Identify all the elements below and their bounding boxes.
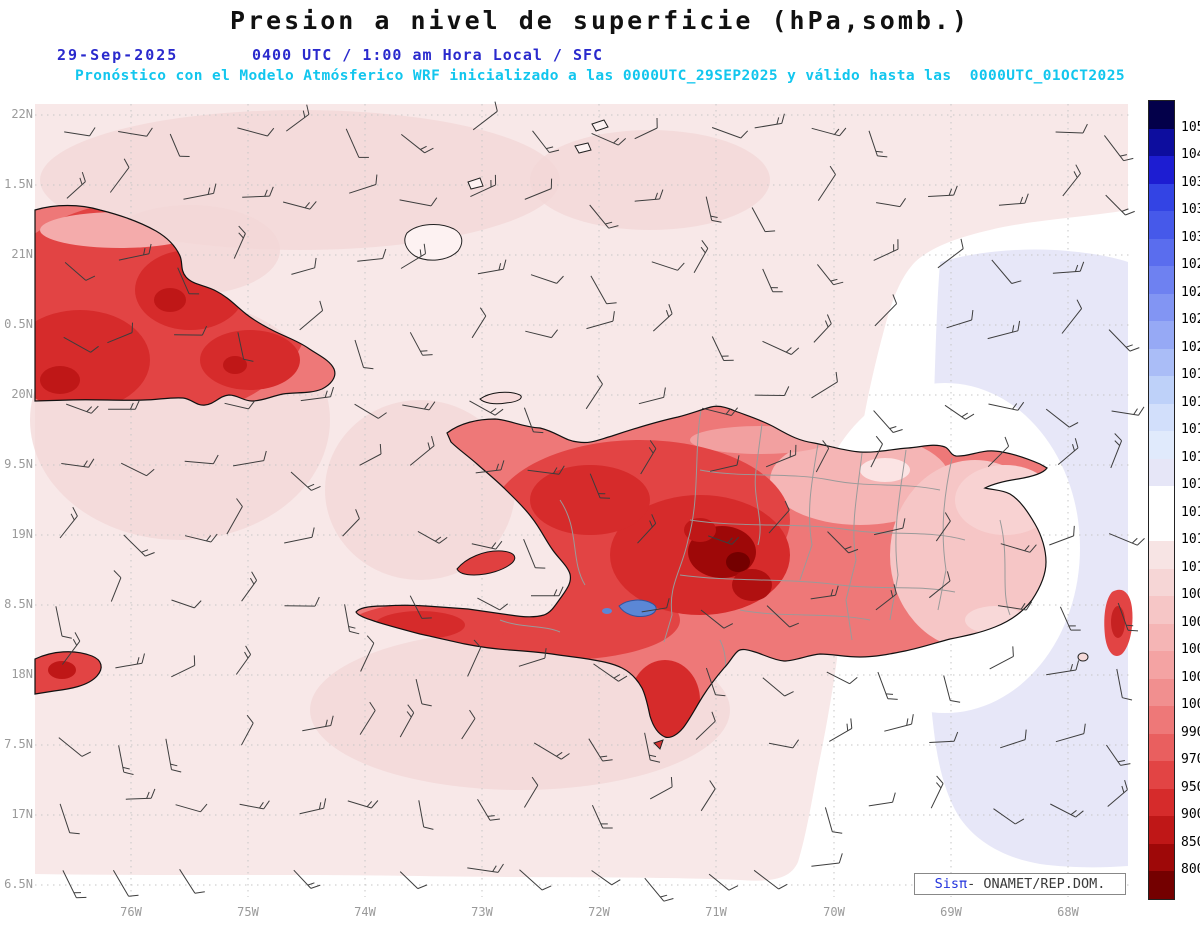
colorbar-segment bbox=[1149, 816, 1174, 844]
colorbar-segment bbox=[1149, 623, 1174, 652]
colorbar-tick-label: 1016 bbox=[1181, 449, 1200, 465]
colorbar-tick-label: 1030 bbox=[1181, 229, 1200, 245]
lat-tick-label: 22N bbox=[11, 107, 33, 121]
lon-tick-label: 73W bbox=[471, 905, 493, 919]
valid-time: 0400 UTC / 1:00 am Hora Local / SFC bbox=[252, 46, 604, 64]
colorbar-tick-label: 1018 bbox=[1181, 394, 1200, 410]
colorbar-tick-label: 1002 bbox=[1181, 669, 1200, 685]
colorbar-segment bbox=[1149, 651, 1174, 679]
colorbar-segment bbox=[1149, 678, 1174, 707]
colorbar-tick-label: 1020 bbox=[1181, 339, 1200, 355]
lat-tick-label: 8.5N bbox=[4, 597, 33, 611]
credit-org: - ONAMET/REP.DOM. bbox=[967, 876, 1106, 892]
colorbar-segment bbox=[1149, 183, 1174, 212]
lat-tick-label: 17N bbox=[11, 807, 33, 821]
colorbar-tick-label: 1035 bbox=[1181, 202, 1200, 218]
colorbar-segment bbox=[1149, 403, 1174, 432]
colorbar-tick-label: 1012 bbox=[1181, 532, 1200, 548]
colorbar-tick-label: 1028 bbox=[1181, 257, 1200, 273]
lon-tick-label: 70W bbox=[823, 905, 845, 919]
cuba-pressure-fill bbox=[35, 205, 335, 406]
colorbar-segment bbox=[1149, 321, 1174, 349]
lat-tick-label: 18N bbox=[11, 667, 33, 681]
lat-tick-label: 19N bbox=[11, 527, 33, 541]
wind-barbs-layer bbox=[55, 101, 1145, 902]
lon-tick-label: 74W bbox=[354, 905, 376, 919]
colorbar-tick-label: 1004 bbox=[1181, 642, 1200, 658]
lat-tick-label: 6.5N bbox=[4, 877, 33, 891]
lon-tick-label: 75W bbox=[237, 905, 259, 919]
colorbar-tick-label: 1017 bbox=[1181, 422, 1200, 438]
lon-tick-label: 76W bbox=[120, 905, 142, 919]
lat-tick-label: 9.5N bbox=[4, 457, 33, 471]
colorbar-segment bbox=[1149, 266, 1174, 294]
lon-tick-label: 71W bbox=[705, 905, 727, 919]
colorbar-segment bbox=[1149, 128, 1174, 157]
colorbar-segment bbox=[1149, 486, 1174, 514]
colorbar-segment bbox=[1149, 733, 1174, 762]
colorbar-segment bbox=[1149, 101, 1174, 129]
page-title: Presion a nivel de superficie (hPa,somb.… bbox=[229, 6, 971, 35]
colorbar-tick-label: 1050 bbox=[1181, 119, 1200, 135]
colorbar-segment bbox=[1149, 788, 1174, 817]
lat-tick-label: 1.5N bbox=[4, 177, 33, 191]
colorbar-tick-label: 900 bbox=[1181, 807, 1200, 823]
admin-boundaries bbox=[499, 409, 1011, 706]
colorbar-tick-label: 1040 bbox=[1181, 147, 1200, 163]
colorbar-segment bbox=[1149, 761, 1174, 789]
colorbar bbox=[1148, 100, 1175, 900]
colorbar-tick-label: 800 bbox=[1181, 862, 1200, 878]
hispaniola-pressure-fill bbox=[356, 406, 1047, 738]
colorbar-tick-label: 1019 bbox=[1181, 367, 1200, 383]
colorbar-tick-label: 990 bbox=[1181, 724, 1200, 740]
colorbar-segment bbox=[1149, 431, 1174, 459]
coastline-layer bbox=[34, 119, 1133, 750]
colorbar-tick-label: 1008 bbox=[1181, 587, 1200, 603]
colorbar-tick-label: 1000 bbox=[1181, 697, 1200, 713]
lat-tick-label: 0.5N bbox=[4, 317, 33, 331]
run-date: 29-Sep-2025 bbox=[57, 46, 179, 64]
colorbar-segment bbox=[1149, 513, 1174, 542]
colorbar-tick-label: 950 bbox=[1181, 779, 1200, 795]
colorbar-segment bbox=[1149, 871, 1174, 899]
credit-box: Sisπ - ONAMET/REP.DOM. bbox=[914, 873, 1126, 895]
colorbar-tick-label: 1022 bbox=[1181, 312, 1200, 328]
forecast-note: Pronóstico con el Modelo Atmósferico WRF… bbox=[75, 68, 1125, 84]
colorbar-segment bbox=[1149, 458, 1174, 487]
colorbar-segment bbox=[1149, 706, 1174, 734]
colorbar-tick-label: 1038 bbox=[1181, 174, 1200, 190]
colorbar-segment bbox=[1149, 541, 1174, 569]
colorbar-segment bbox=[1149, 376, 1174, 404]
colorbar-segment bbox=[1149, 348, 1174, 377]
colorbar-tick-label: 1013 bbox=[1181, 504, 1200, 520]
colorbar-tick-label: 1025 bbox=[1181, 284, 1200, 300]
credit-brand: Sisπ bbox=[934, 876, 968, 892]
colorbar-segment bbox=[1149, 596, 1174, 624]
colorbar-tick-label: 1015 bbox=[1181, 477, 1200, 493]
lon-tick-label: 72W bbox=[588, 905, 610, 919]
lat-tick-label: 21N bbox=[11, 247, 33, 261]
colorbar-tick-label: 1006 bbox=[1181, 614, 1200, 630]
colorbar-segment bbox=[1149, 843, 1174, 872]
colorbar-segment bbox=[1149, 568, 1174, 597]
colorbar-segment bbox=[1149, 238, 1174, 267]
lat-tick-label: 20N bbox=[11, 387, 33, 401]
lon-tick-label: 69W bbox=[940, 905, 962, 919]
colorbar-tick-label: 850 bbox=[1181, 834, 1200, 850]
colorbar-segment bbox=[1149, 293, 1174, 322]
colorbar-tick-label: 970 bbox=[1181, 752, 1200, 768]
colorbar-segment bbox=[1149, 156, 1174, 184]
lon-tick-label: 68W bbox=[1057, 905, 1079, 919]
colorbar-segment bbox=[1149, 211, 1174, 239]
lake-enriquillo bbox=[618, 599, 657, 617]
lat-tick-label: 7.5N bbox=[4, 737, 33, 751]
